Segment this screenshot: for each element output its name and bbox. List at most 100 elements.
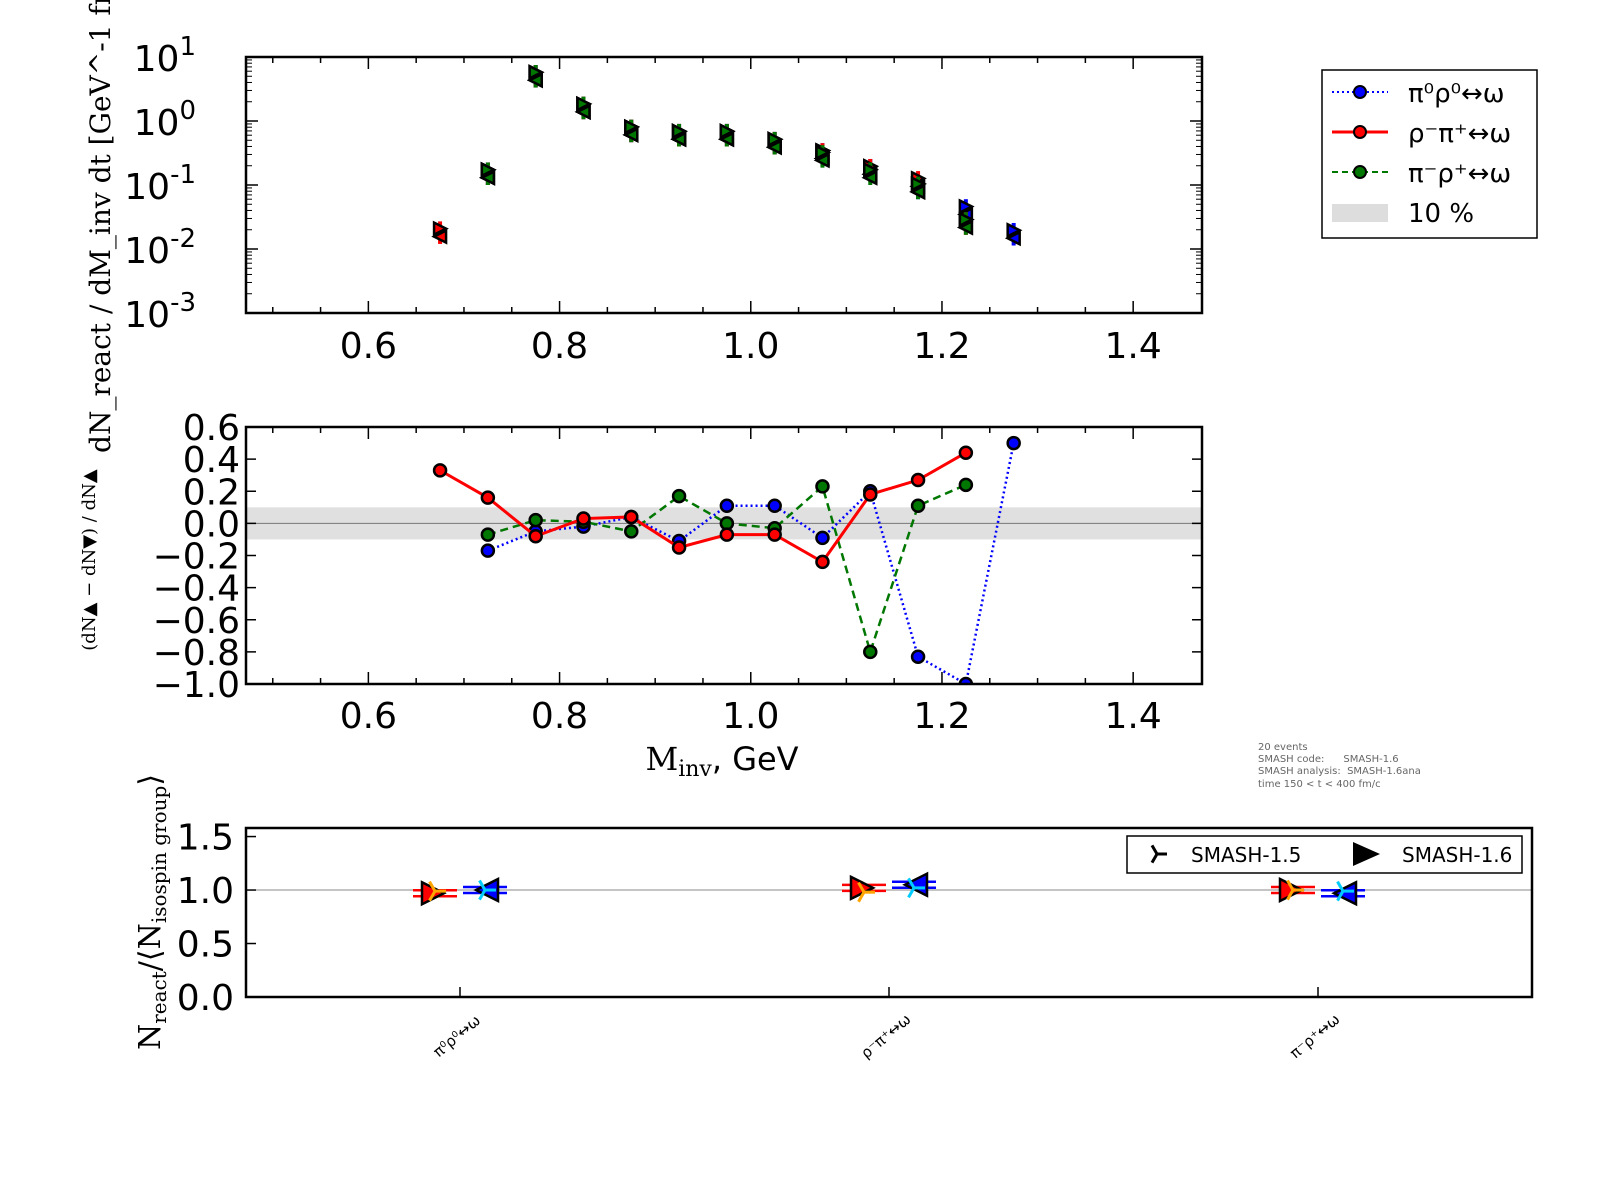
yield-marker-smash-1-6	[910, 175, 927, 192]
series-point	[528, 528, 543, 544]
ratio-y-tick-label: 0.0	[177, 978, 234, 1019]
ratio-marker-smash-1-5-arm	[478, 879, 487, 891]
ratio-marker-smash-1-5-arm	[857, 891, 866, 903]
difference-y-tick-label: 0.6	[183, 408, 240, 449]
yield-marker-smash-1-5	[813, 152, 830, 169]
difference-x-tick-label: 1.2	[913, 696, 970, 737]
series-point	[624, 509, 639, 525]
yield-y-axis-label: dN_react / dM_inv dt [GeV^-1 fm^-1]	[84, 0, 117, 453]
yield-marker-smash-1-6	[767, 131, 784, 148]
yield-x-tick-label: 0.6	[340, 326, 397, 367]
annotation-analysis: SMASH analysis: SMASH-1.6ana	[1258, 766, 1421, 777]
yield-marker-smash-1-6	[671, 123, 688, 140]
yield-marker-smash-1-5	[479, 169, 496, 186]
ratio-x-tick-label: π⁻ρ⁺↔ω	[1286, 1010, 1343, 1062]
series-point	[958, 477, 974, 493]
difference-x-axis-label: Minv, GeV	[645, 740, 798, 782]
series-point	[958, 445, 974, 460]
ratio-x-tick-label: ρ⁻π⁺↔ω	[857, 1010, 914, 1062]
ratio-marker-smash-1-5-arm	[1336, 880, 1345, 892]
yield-x-tick-label: 0.8	[531, 326, 588, 367]
isospin-ratio-panel: π⁰ρ⁰↔ω ρ⁻π⁺↔ω π⁻ρ⁺↔ω0.00.51.01.5 SMASH-1.5 S…	[177, 818, 1534, 1062]
series-point	[528, 512, 543, 528]
xlabel-rest: , GeV	[712, 740, 799, 778]
difference-x-tick-label: 0.6	[340, 696, 397, 737]
yield-y-tick-label: 10-1	[124, 160, 196, 208]
legend-marker-smash-1-5	[1150, 844, 1167, 864]
tick-base: 10	[124, 167, 170, 208]
ratio-marker-smash-1-5-arm	[857, 881, 866, 893]
legend-marker	[1353, 85, 1367, 99]
yield-marker-smash-1-6	[1006, 222, 1023, 239]
ratio-marker-smash-1-5-arm	[478, 889, 487, 901]
ratio-marker-smash-1-5	[478, 879, 496, 901]
yield-marker-smash-1-6	[624, 118, 641, 135]
xlabel-main: M	[645, 740, 678, 778]
tick-exponent: -1	[170, 160, 196, 190]
series-point	[815, 530, 830, 546]
yield-marker-smash-1-5	[957, 219, 974, 236]
ratio-x-tick-label: π⁰ρ⁰↔ω	[430, 1011, 484, 1061]
legend-marker-smash-1-5-arm	[1150, 844, 1159, 855]
yield-x-tick-label: 1.4	[1105, 326, 1162, 367]
yield-x-tick-label: 1.2	[913, 326, 970, 367]
ratio-marker-smash-1-5	[1336, 880, 1354, 902]
yield-legend: π⁰ρ⁰↔ω ρ⁻π⁺↔ω π⁻ρ⁺↔ω 10 %	[1321, 69, 1538, 239]
series-point	[480, 527, 496, 542]
series-point	[863, 644, 878, 660]
legend-box	[1126, 835, 1523, 874]
yield-marker-smash-1-6	[528, 64, 545, 81]
yield-marker-smash-1-6	[958, 211, 975, 228]
ratio-frame	[244, 826, 1534, 999]
ratio-y-axis-label: Nreact/⟨Nisospin group⟩	[133, 774, 171, 1050]
annotation-code: SMASH code: SMASH-1.6	[1258, 754, 1399, 765]
svg-text:Nreact/⟨Nisospin group⟩: Nreact/⟨Nisospin group⟩	[133, 774, 171, 1050]
difference-y-tick-label: −0.4	[153, 569, 240, 610]
difference-y-tick-label: 0.0	[183, 504, 240, 545]
legend-marker	[1353, 125, 1367, 139]
series-point	[910, 649, 926, 664]
ratio-marker-smash-1-5	[907, 877, 925, 899]
yield-y-tick-label: 101	[134, 32, 196, 80]
yield-marker-smash-1-6	[815, 144, 832, 161]
ratio-y-tick-label: 1.0	[177, 871, 234, 912]
difference-y-tick-label: 0.2	[183, 472, 240, 513]
tick-base: 10	[134, 103, 180, 144]
relative-difference-panel: 0.6 0.8 1.0 1.2 1.4−1.0−0.8−0.6−0.4−0.20.00.…	[153, 408, 1204, 737]
yield-marker-smash-1-6	[576, 95, 593, 112]
difference-x-tick-label: 1.0	[722, 696, 779, 737]
ratio-y-tick-label: 0.5	[177, 925, 234, 966]
ratio-marker-smash-1-5-arm	[1336, 890, 1345, 902]
yield-marker-smash-1-5	[574, 103, 591, 120]
yield-marker-smash-1-6	[719, 123, 736, 140]
difference-frame	[244, 425, 1204, 686]
yield-marker-smash-1-5	[1004, 230, 1021, 247]
series-point	[910, 498, 926, 513]
legend-label: π⁰ρ⁰↔ω	[1408, 79, 1505, 109]
ylabel-mid: /⟨N	[133, 923, 168, 971]
tick-base: 10	[134, 39, 180, 80]
legend-marker-smash-1-5-arm	[1150, 853, 1159, 864]
ratio-marker-smash-1-5	[1286, 879, 1304, 901]
series-point	[624, 524, 639, 539]
tick-base: 10	[124, 231, 170, 272]
series-line	[439, 451, 967, 564]
ratio-marker-smash-1-5-arm	[428, 880, 437, 892]
yield-marker-smash-1-5	[861, 169, 878, 186]
series-point	[719, 498, 735, 513]
series-point	[863, 487, 878, 502]
ylabel-sub2: isospin group	[147, 786, 171, 924]
difference-x-tick-label: 0.8	[531, 696, 588, 737]
difference-y-axis-label: (dN▲ − dN▼) / dN▲	[79, 469, 100, 651]
legend-label: SMASH-1.5	[1191, 843, 1301, 867]
legend-band-swatch	[1332, 204, 1388, 222]
series-point	[480, 490, 496, 505]
ratio-marker-smash-1-5-arm	[1286, 889, 1295, 901]
yield-marker-smash-1-5	[526, 72, 543, 89]
legend-label: 10 %	[1408, 199, 1474, 229]
series-point	[815, 554, 830, 570]
tick-exponent: 0	[179, 96, 196, 126]
yield-y-tick-label: 10-2	[124, 224, 196, 272]
yield-x-tick-label: 1.0	[722, 326, 779, 367]
